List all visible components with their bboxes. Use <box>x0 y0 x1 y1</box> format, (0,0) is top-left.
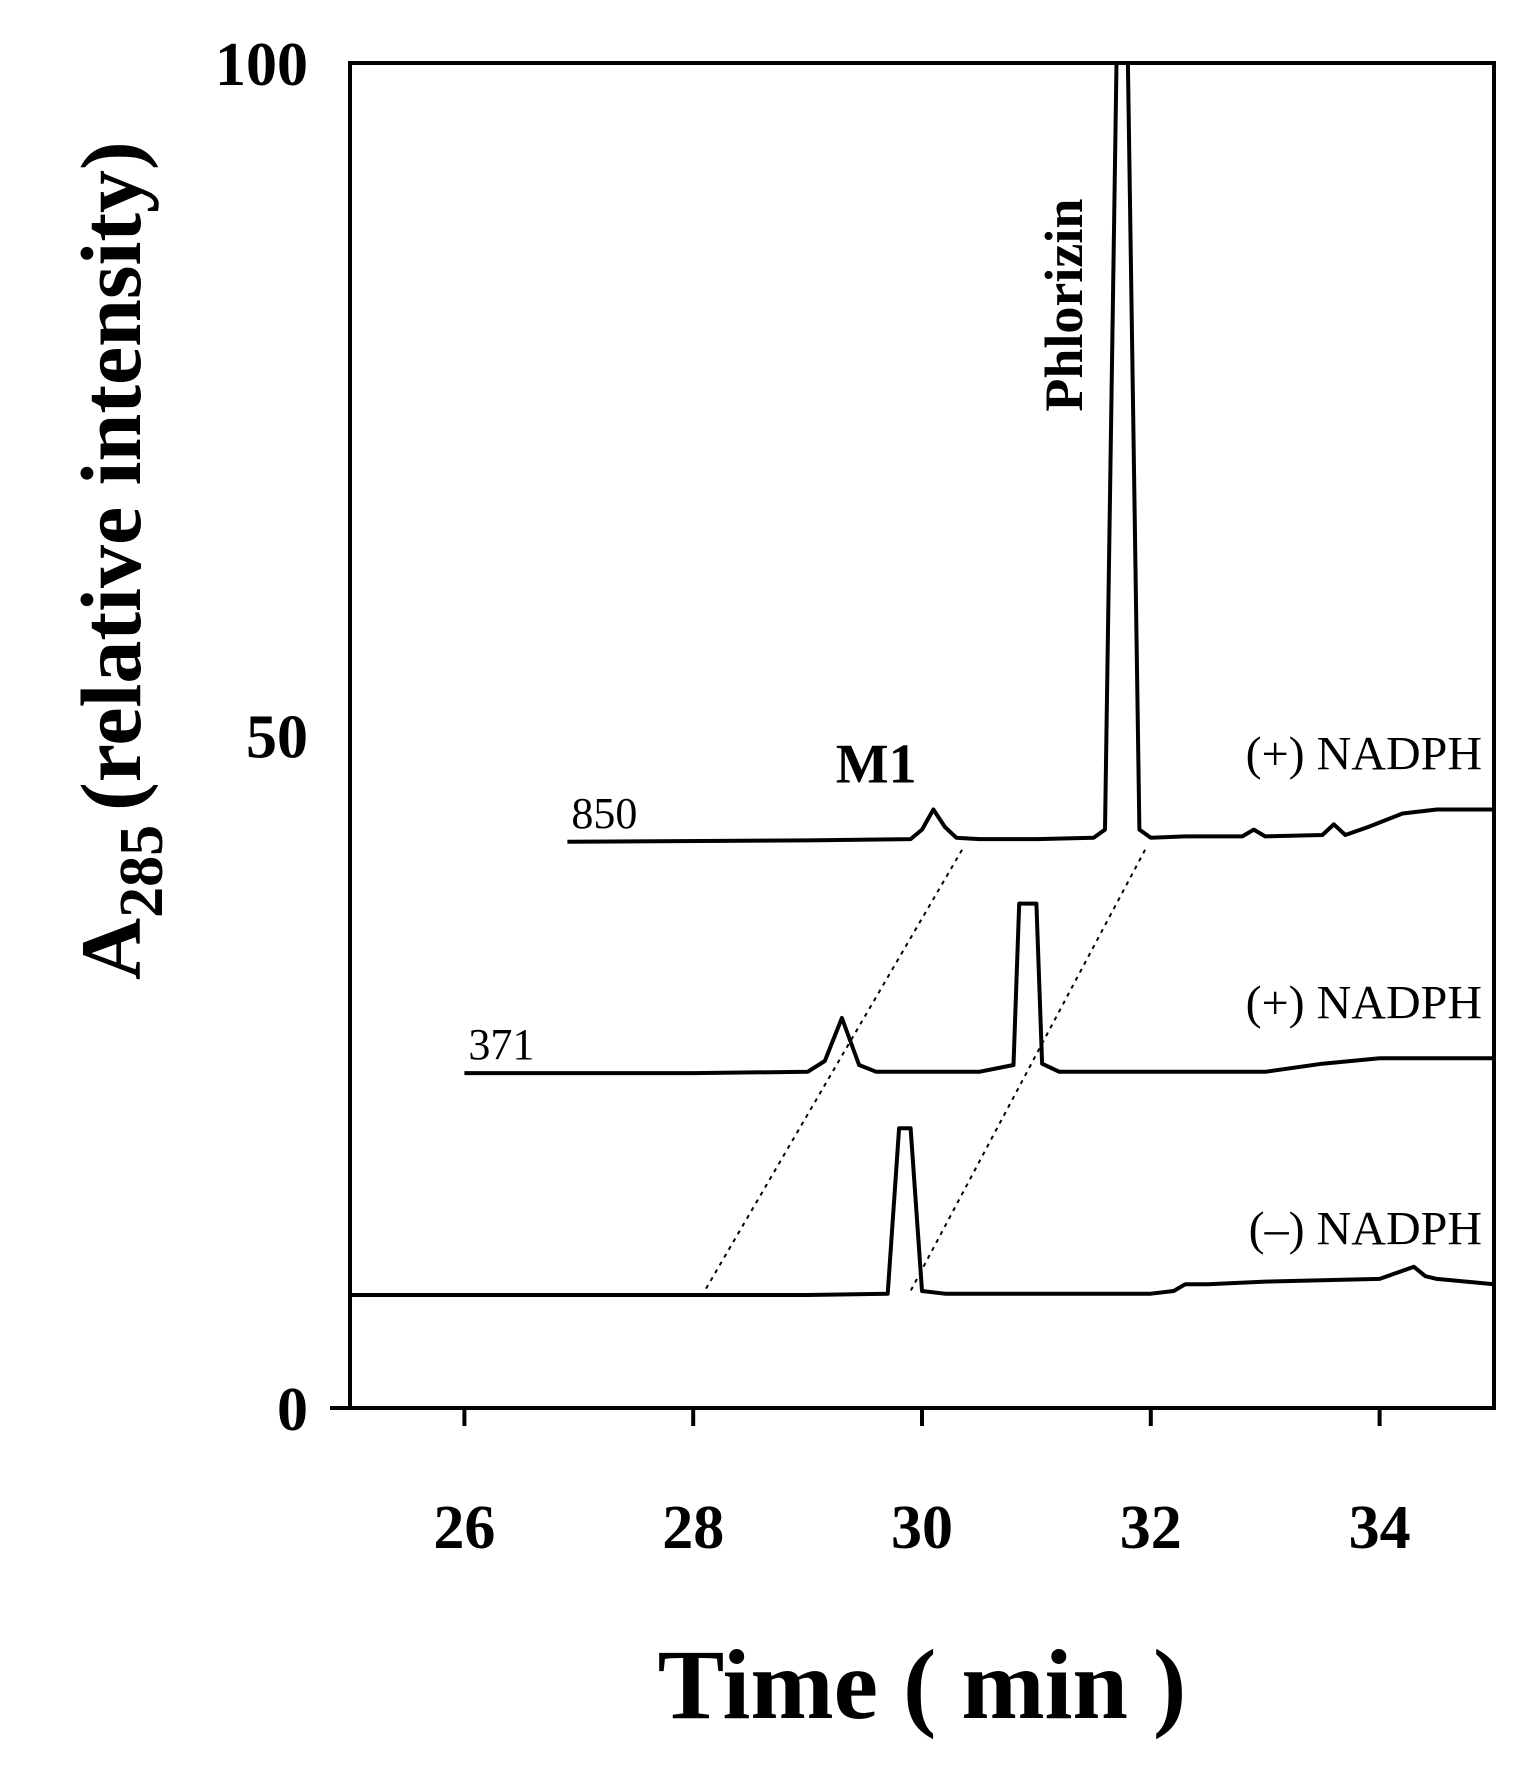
series-start-label: 371 <box>468 1020 534 1069</box>
peak-label-phlorizin: Phlorizin <box>1034 199 1094 412</box>
series-name-label: (+) NADPH <box>1246 976 1482 1029</box>
series-name-label: (+) NADPH <box>1246 727 1482 780</box>
x-tick-label: 32 <box>1120 1494 1182 1562</box>
y-tick-label: 0 <box>277 1376 308 1444</box>
y-axis-title: A285 (relative intensity) <box>63 141 176 980</box>
series-line-1 <box>567 61 1494 844</box>
x-tick-label: 26 <box>433 1494 495 1562</box>
y-axis-title-rest: (relative intensity) <box>63 141 159 811</box>
x-tick-label: 28 <box>662 1494 724 1562</box>
y-tick-label: 100 <box>215 31 308 99</box>
y-axis-title-main: A <box>63 918 159 980</box>
dotted-guide-lines <box>703 849 1146 1292</box>
x-axis-ticks: 26 28 30 32 34 <box>433 1408 1411 1562</box>
x-tick-label: 34 <box>1349 1494 1411 1562</box>
series-line-3 <box>350 1126 1495 1297</box>
peak-annotations: M1 Phlorizin <box>836 199 1094 796</box>
series-name-label: (–) NADPH <box>1249 1202 1482 1255</box>
series-line-2 <box>464 901 1494 1076</box>
chromatogram-traces: (+) NADPH 850 (+) NADPH 371 (–) NADPH <box>350 61 1495 1297</box>
y-tick-label: 50 <box>246 704 308 772</box>
dotted-guide-line <box>703 849 963 1292</box>
x-axis-title: Time ( min ) <box>658 1629 1187 1740</box>
series-start-label: 850 <box>571 789 637 838</box>
dotted-guide-line <box>909 849 1146 1292</box>
y-axis-title-subscript: 285 <box>108 825 176 918</box>
peak-label-m1: M1 <box>836 734 917 796</box>
y-axis-ticks: 0 50 100 <box>215 31 308 1444</box>
x-tick-label: 30 <box>891 1494 953 1562</box>
